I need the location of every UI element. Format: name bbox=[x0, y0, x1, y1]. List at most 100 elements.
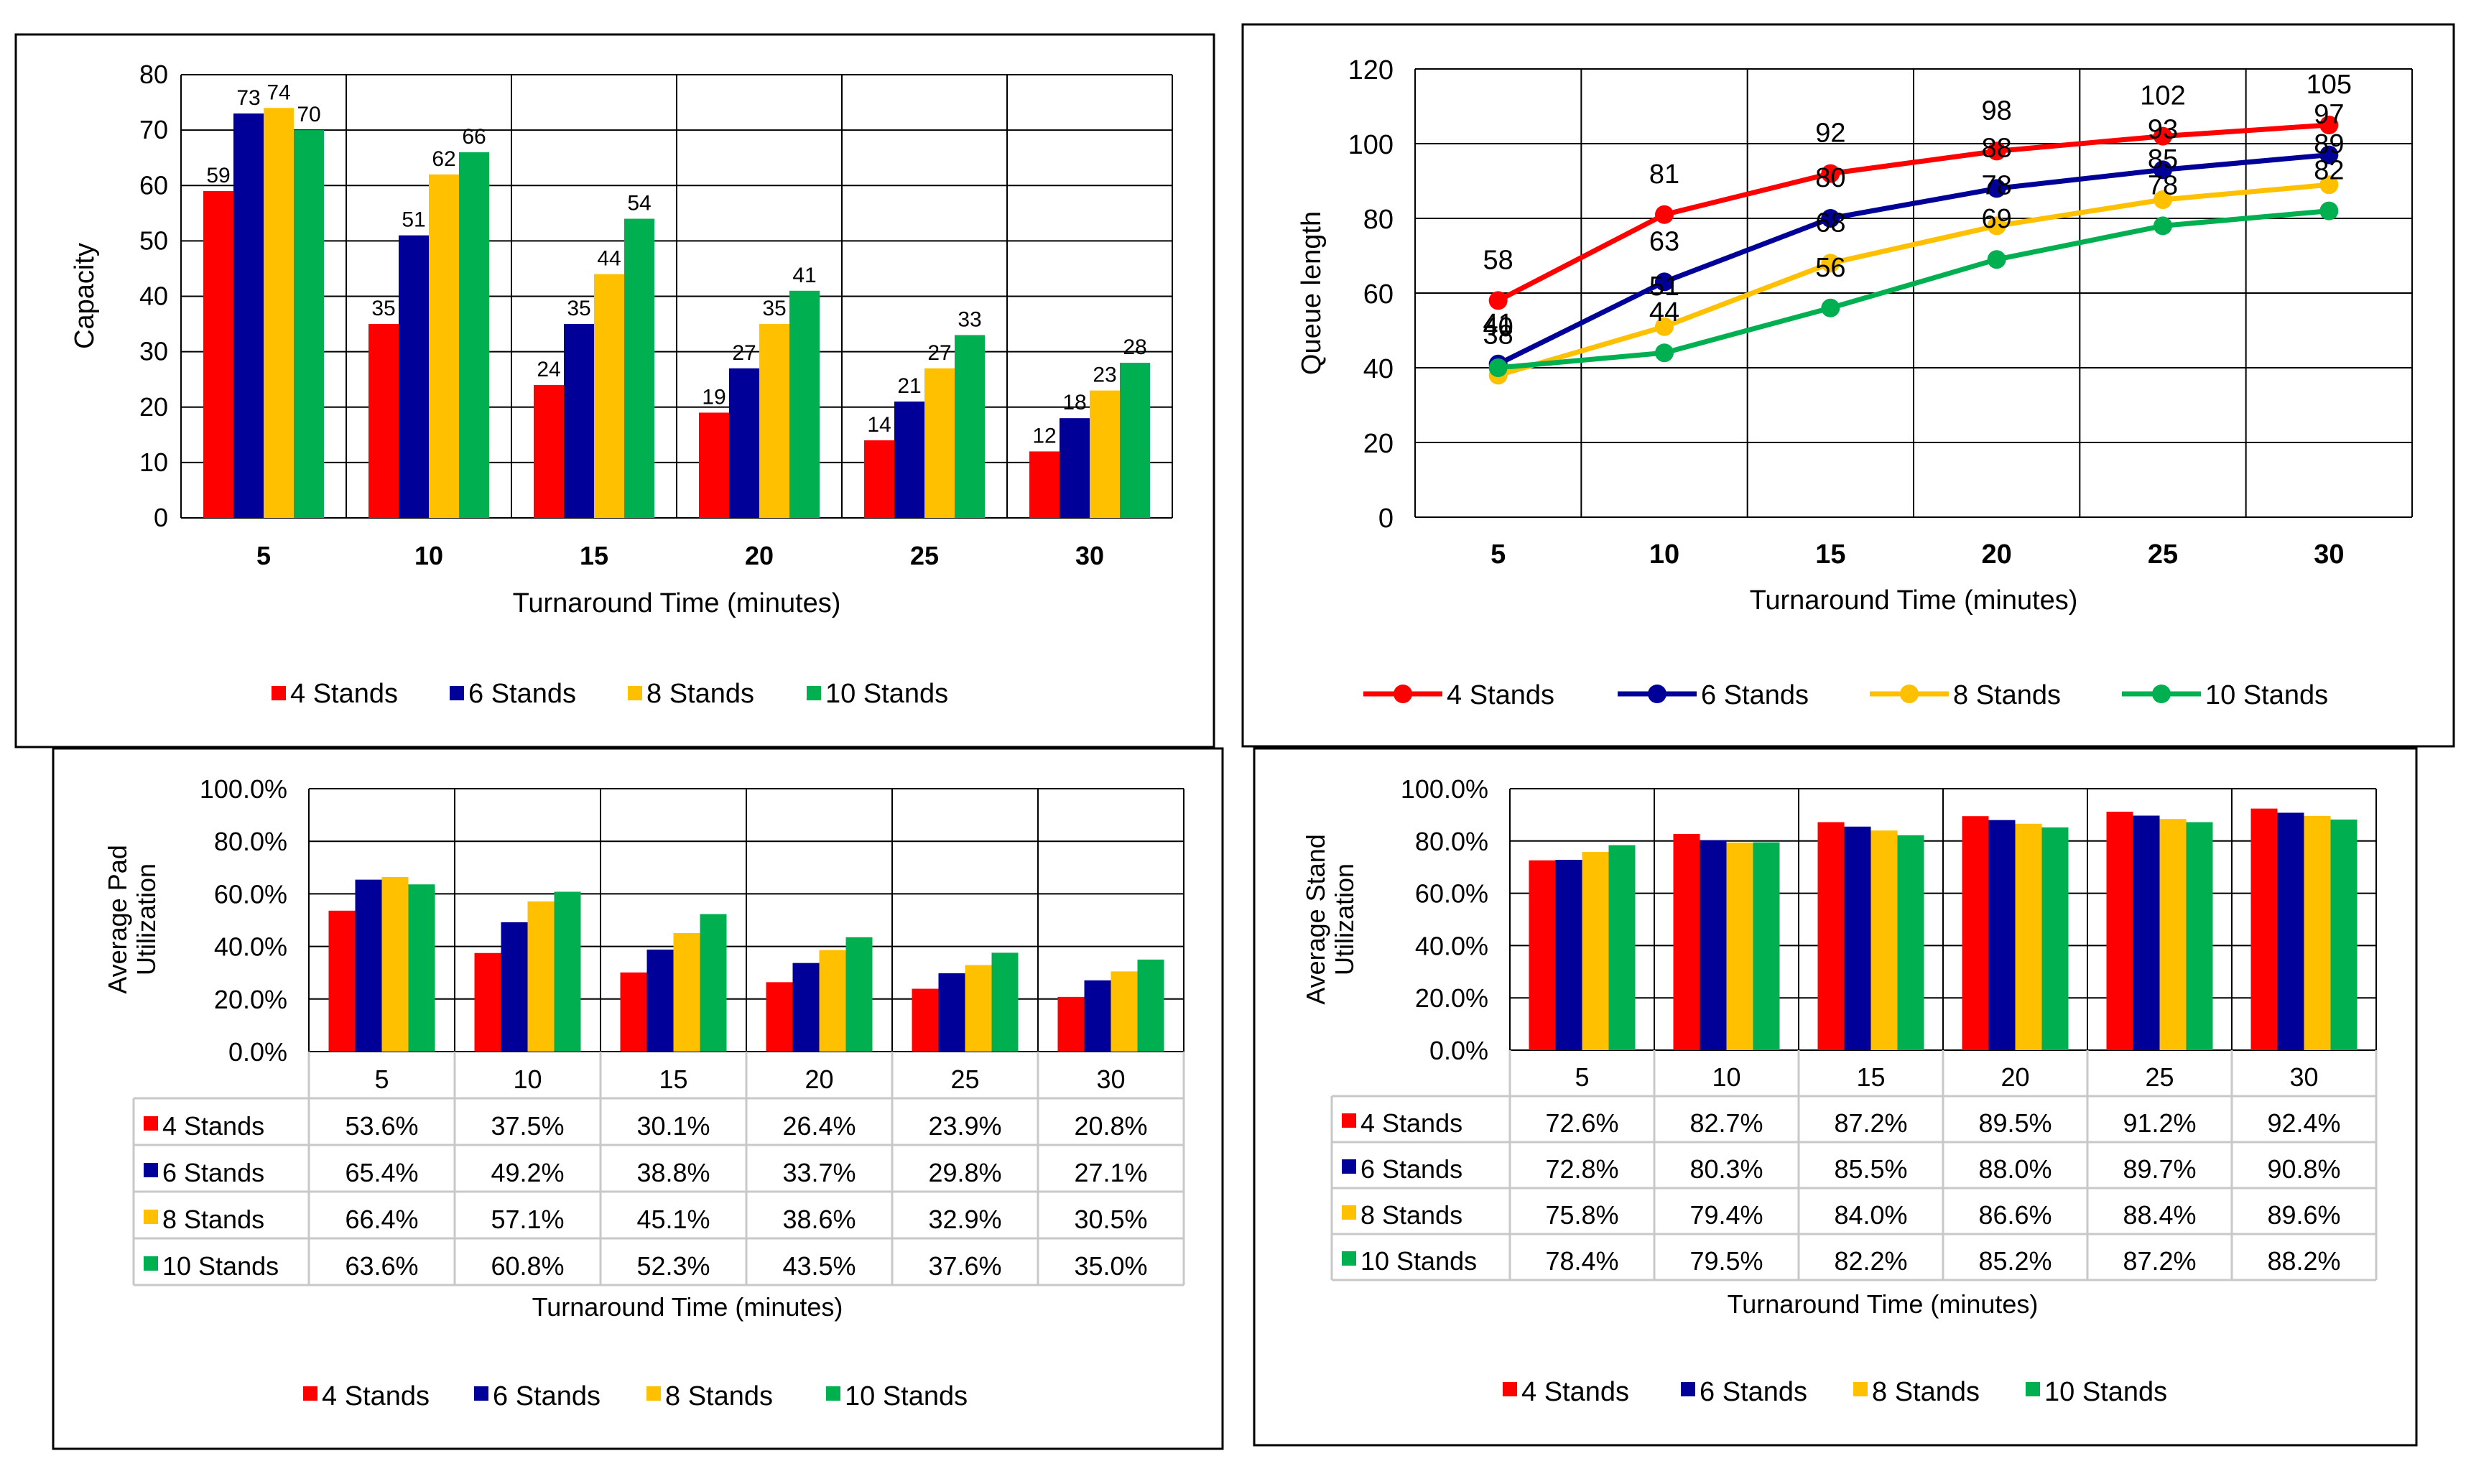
legend-label: 4 Stands bbox=[290, 679, 398, 709]
data-label: 59 bbox=[206, 164, 230, 187]
table-cell: 23.9% bbox=[928, 1111, 1001, 1141]
table-cell: 27.1% bbox=[1074, 1158, 1147, 1187]
bar bbox=[1700, 840, 1727, 1050]
table-cell: 65.4% bbox=[345, 1158, 418, 1187]
data-point bbox=[1821, 164, 1840, 183]
table-cell: 88.4% bbox=[2123, 1200, 2196, 1230]
bar bbox=[399, 235, 429, 518]
x-tick-label: 30 bbox=[2314, 539, 2344, 570]
bar bbox=[766, 982, 793, 1052]
data-label: 35 bbox=[567, 297, 590, 320]
table-cell: 45.1% bbox=[636, 1205, 710, 1234]
table-cell: 33.7% bbox=[782, 1158, 856, 1187]
data-label: 105 bbox=[2307, 70, 2352, 100]
data-label: 51 bbox=[1649, 272, 1679, 302]
data-label: 102 bbox=[2140, 81, 2185, 111]
data-label: 54 bbox=[627, 192, 651, 215]
bar bbox=[2041, 827, 2069, 1050]
bar bbox=[624, 218, 654, 518]
table-cell: 89.6% bbox=[2267, 1200, 2340, 1230]
table-series-name: 4 Stands bbox=[1360, 1108, 1462, 1138]
table-cell: 72.6% bbox=[1545, 1108, 1618, 1138]
data-label: 12 bbox=[1032, 424, 1056, 447]
bar bbox=[203, 190, 233, 518]
bar bbox=[729, 368, 759, 518]
data-label: 63 bbox=[1649, 226, 1679, 256]
y-tick-label: 20 bbox=[139, 392, 168, 422]
bar bbox=[789, 290, 820, 518]
data-label: 78 bbox=[2148, 170, 2178, 200]
data-label: 41 bbox=[792, 264, 816, 287]
data-point bbox=[1488, 358, 1508, 377]
data-point bbox=[1821, 209, 1840, 228]
y-tick-label: 10 bbox=[139, 447, 168, 477]
legend-swatch bbox=[474, 1386, 488, 1401]
table-cell: 29.8% bbox=[928, 1158, 1001, 1187]
data-label: 70 bbox=[297, 103, 320, 126]
data-label: 98 bbox=[1982, 96, 2012, 126]
bar bbox=[1060, 418, 1090, 518]
data-label: 19 bbox=[702, 385, 725, 409]
bar bbox=[1084, 980, 1111, 1052]
bar bbox=[912, 988, 939, 1052]
y-axis-title: Utilization bbox=[131, 863, 161, 975]
data-label: 97 bbox=[2314, 100, 2344, 130]
legend-label: 6 Stands bbox=[1700, 1377, 1807, 1407]
table-cell: 72.8% bbox=[1545, 1154, 1618, 1184]
data-label: 21 bbox=[897, 374, 921, 398]
legend-label: 4 Stands bbox=[322, 1381, 430, 1411]
data-label: 78 bbox=[1982, 170, 2012, 200]
y-tick-label: 50 bbox=[139, 226, 168, 255]
data-label: 62 bbox=[432, 147, 455, 171]
table-series-swatch bbox=[1342, 1251, 1356, 1266]
table-cell: 89.7% bbox=[2123, 1154, 2196, 1184]
bar bbox=[2277, 812, 2304, 1050]
bar bbox=[264, 108, 294, 518]
data-point bbox=[1987, 216, 2006, 236]
bar bbox=[233, 113, 264, 519]
legend-swatch bbox=[1503, 1382, 1517, 1396]
bar bbox=[1988, 820, 2016, 1050]
legend-label: 6 Stands bbox=[493, 1381, 601, 1411]
data-label: 24 bbox=[537, 358, 560, 381]
y-tick-label: 20.0% bbox=[1415, 983, 1488, 1013]
legend-label: 10 Stands bbox=[2205, 680, 2328, 710]
data-label: 58 bbox=[1483, 245, 1513, 275]
legend-marker bbox=[1394, 685, 1412, 703]
bar bbox=[459, 152, 489, 518]
data-point bbox=[2154, 216, 2172, 236]
legend-swatch bbox=[2026, 1382, 2040, 1396]
data-label: 69 bbox=[1982, 204, 2012, 234]
bar bbox=[408, 884, 435, 1052]
table-header-cell: 20 bbox=[2001, 1062, 2029, 1092]
data-point bbox=[2319, 175, 2339, 195]
table-cell: 38.8% bbox=[636, 1158, 710, 1187]
data-label: 73 bbox=[236, 86, 260, 110]
table-series-name: 10 Stands bbox=[162, 1251, 279, 1281]
y-tick-label: 100.0% bbox=[200, 774, 287, 804]
data-label: 35 bbox=[762, 297, 786, 320]
table-cell: 37.6% bbox=[928, 1251, 1001, 1281]
table-header-cell: 30 bbox=[2289, 1062, 2318, 1092]
table-series-swatch bbox=[144, 1256, 158, 1271]
table-cell: 87.2% bbox=[1834, 1108, 1907, 1138]
data-label: 68 bbox=[1815, 208, 1845, 238]
table-cell: 79.5% bbox=[1689, 1246, 1763, 1276]
table-cell: 43.5% bbox=[782, 1251, 856, 1281]
y-tick-label: 20.0% bbox=[214, 985, 287, 1014]
data-point bbox=[1987, 250, 2006, 269]
legend-label: 4 Stands bbox=[1447, 680, 1554, 710]
table-cell: 30.1% bbox=[636, 1111, 710, 1141]
legend-swatch bbox=[303, 1386, 317, 1401]
data-label: 27 bbox=[732, 341, 756, 365]
bar bbox=[864, 440, 894, 518]
bar bbox=[924, 368, 955, 518]
legend-swatch bbox=[1853, 1382, 1868, 1396]
data-label: 33 bbox=[958, 307, 981, 331]
table-cell: 89.5% bbox=[1978, 1108, 2052, 1138]
legend-label: 10 Stands bbox=[825, 679, 948, 709]
bar bbox=[1962, 816, 1989, 1050]
bar bbox=[368, 324, 399, 518]
data-point bbox=[1821, 254, 1840, 273]
x-tick-label: 20 bbox=[1982, 539, 2012, 570]
